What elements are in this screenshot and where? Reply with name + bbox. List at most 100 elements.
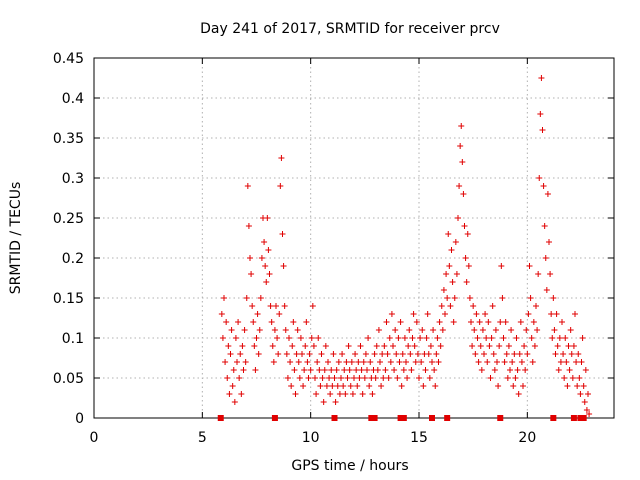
data-point — [424, 311, 431, 317]
data-point — [349, 391, 356, 397]
data-point — [336, 391, 343, 397]
data-point — [340, 383, 347, 389]
data-point — [273, 303, 279, 309]
data-point — [394, 375, 401, 381]
data-point — [299, 351, 305, 357]
data-point — [503, 351, 510, 357]
data-point — [281, 303, 288, 309]
data-point — [461, 223, 468, 229]
x-tick-label: 0 — [90, 430, 99, 446]
data-point — [362, 351, 369, 357]
data-point — [224, 375, 231, 381]
data-point — [580, 383, 587, 389]
flag-marker — [550, 415, 557, 421]
data-point — [559, 319, 565, 325]
data-point — [474, 335, 481, 341]
flag-marker — [497, 415, 504, 421]
data-point — [557, 359, 564, 365]
data-point — [268, 319, 275, 325]
data-point — [359, 391, 366, 397]
data-point — [438, 303, 445, 309]
data-point — [507, 367, 513, 373]
data-point — [432, 383, 439, 389]
data-point — [245, 223, 252, 229]
data-point — [330, 351, 337, 357]
data-point — [380, 375, 387, 381]
data-point — [250, 319, 257, 325]
data-point — [546, 239, 552, 245]
data-point — [500, 335, 507, 341]
data-point — [538, 75, 545, 81]
data-point — [395, 335, 402, 341]
data-point — [555, 367, 562, 373]
flag-markers — [217, 415, 587, 421]
data-point — [475, 359, 482, 365]
plot-frame — [93, 57, 615, 419]
y-tick-label: 0.2 — [62, 251, 84, 267]
y-tick-label: 0.15 — [53, 291, 84, 307]
data-point — [351, 375, 357, 381]
data-point — [471, 327, 478, 333]
data-point — [440, 287, 447, 293]
data-point — [342, 391, 349, 397]
data-point — [223, 319, 230, 325]
data-point — [429, 359, 435, 365]
data-point — [329, 383, 336, 389]
data-point — [392, 327, 399, 333]
data-point — [226, 391, 233, 397]
data-point — [377, 359, 383, 365]
data-point — [360, 359, 367, 365]
data-point — [341, 367, 348, 373]
data-point — [409, 335, 416, 341]
data-point — [356, 375, 363, 381]
data-point — [352, 351, 359, 357]
data-point — [222, 359, 229, 365]
data-point — [449, 279, 456, 285]
data-point — [307, 367, 314, 373]
x-tick-label: 15 — [410, 430, 428, 446]
data-point — [508, 327, 515, 333]
data-point — [427, 343, 434, 349]
data-point — [378, 383, 385, 389]
data-point — [308, 335, 315, 341]
data-point — [291, 367, 298, 373]
data-point — [481, 351, 487, 357]
data-point — [321, 367, 328, 373]
data-point — [562, 335, 569, 341]
data-point — [517, 319, 524, 325]
data-point — [457, 143, 464, 149]
data-point — [413, 319, 420, 325]
data-point — [412, 359, 419, 365]
data-point — [280, 263, 287, 269]
data-point — [286, 335, 292, 341]
data-point — [464, 231, 471, 237]
data-point — [551, 327, 558, 333]
data-point — [347, 383, 354, 389]
data-point — [375, 327, 382, 333]
data-point — [515, 391, 522, 397]
flag-marker — [580, 415, 587, 421]
data-point — [465, 263, 472, 269]
data-point — [288, 383, 295, 389]
data-point — [533, 303, 539, 309]
data-point — [266, 271, 273, 277]
data-point — [486, 343, 493, 349]
data-point — [469, 343, 476, 349]
data-point — [444, 295, 451, 301]
data-point — [445, 231, 452, 237]
flag-marker — [570, 415, 577, 421]
data-point — [458, 123, 465, 129]
data-point — [334, 383, 341, 389]
data-point — [251, 343, 258, 349]
data-point — [552, 351, 559, 357]
data-point — [572, 311, 578, 317]
data-point — [575, 351, 582, 357]
data-point — [234, 359, 240, 365]
data-point — [406, 327, 413, 333]
data-point — [304, 359, 311, 365]
data-point — [306, 351, 313, 357]
data-point — [410, 311, 417, 317]
data-point — [230, 367, 237, 373]
data-point — [468, 319, 474, 325]
data-point — [369, 391, 376, 397]
